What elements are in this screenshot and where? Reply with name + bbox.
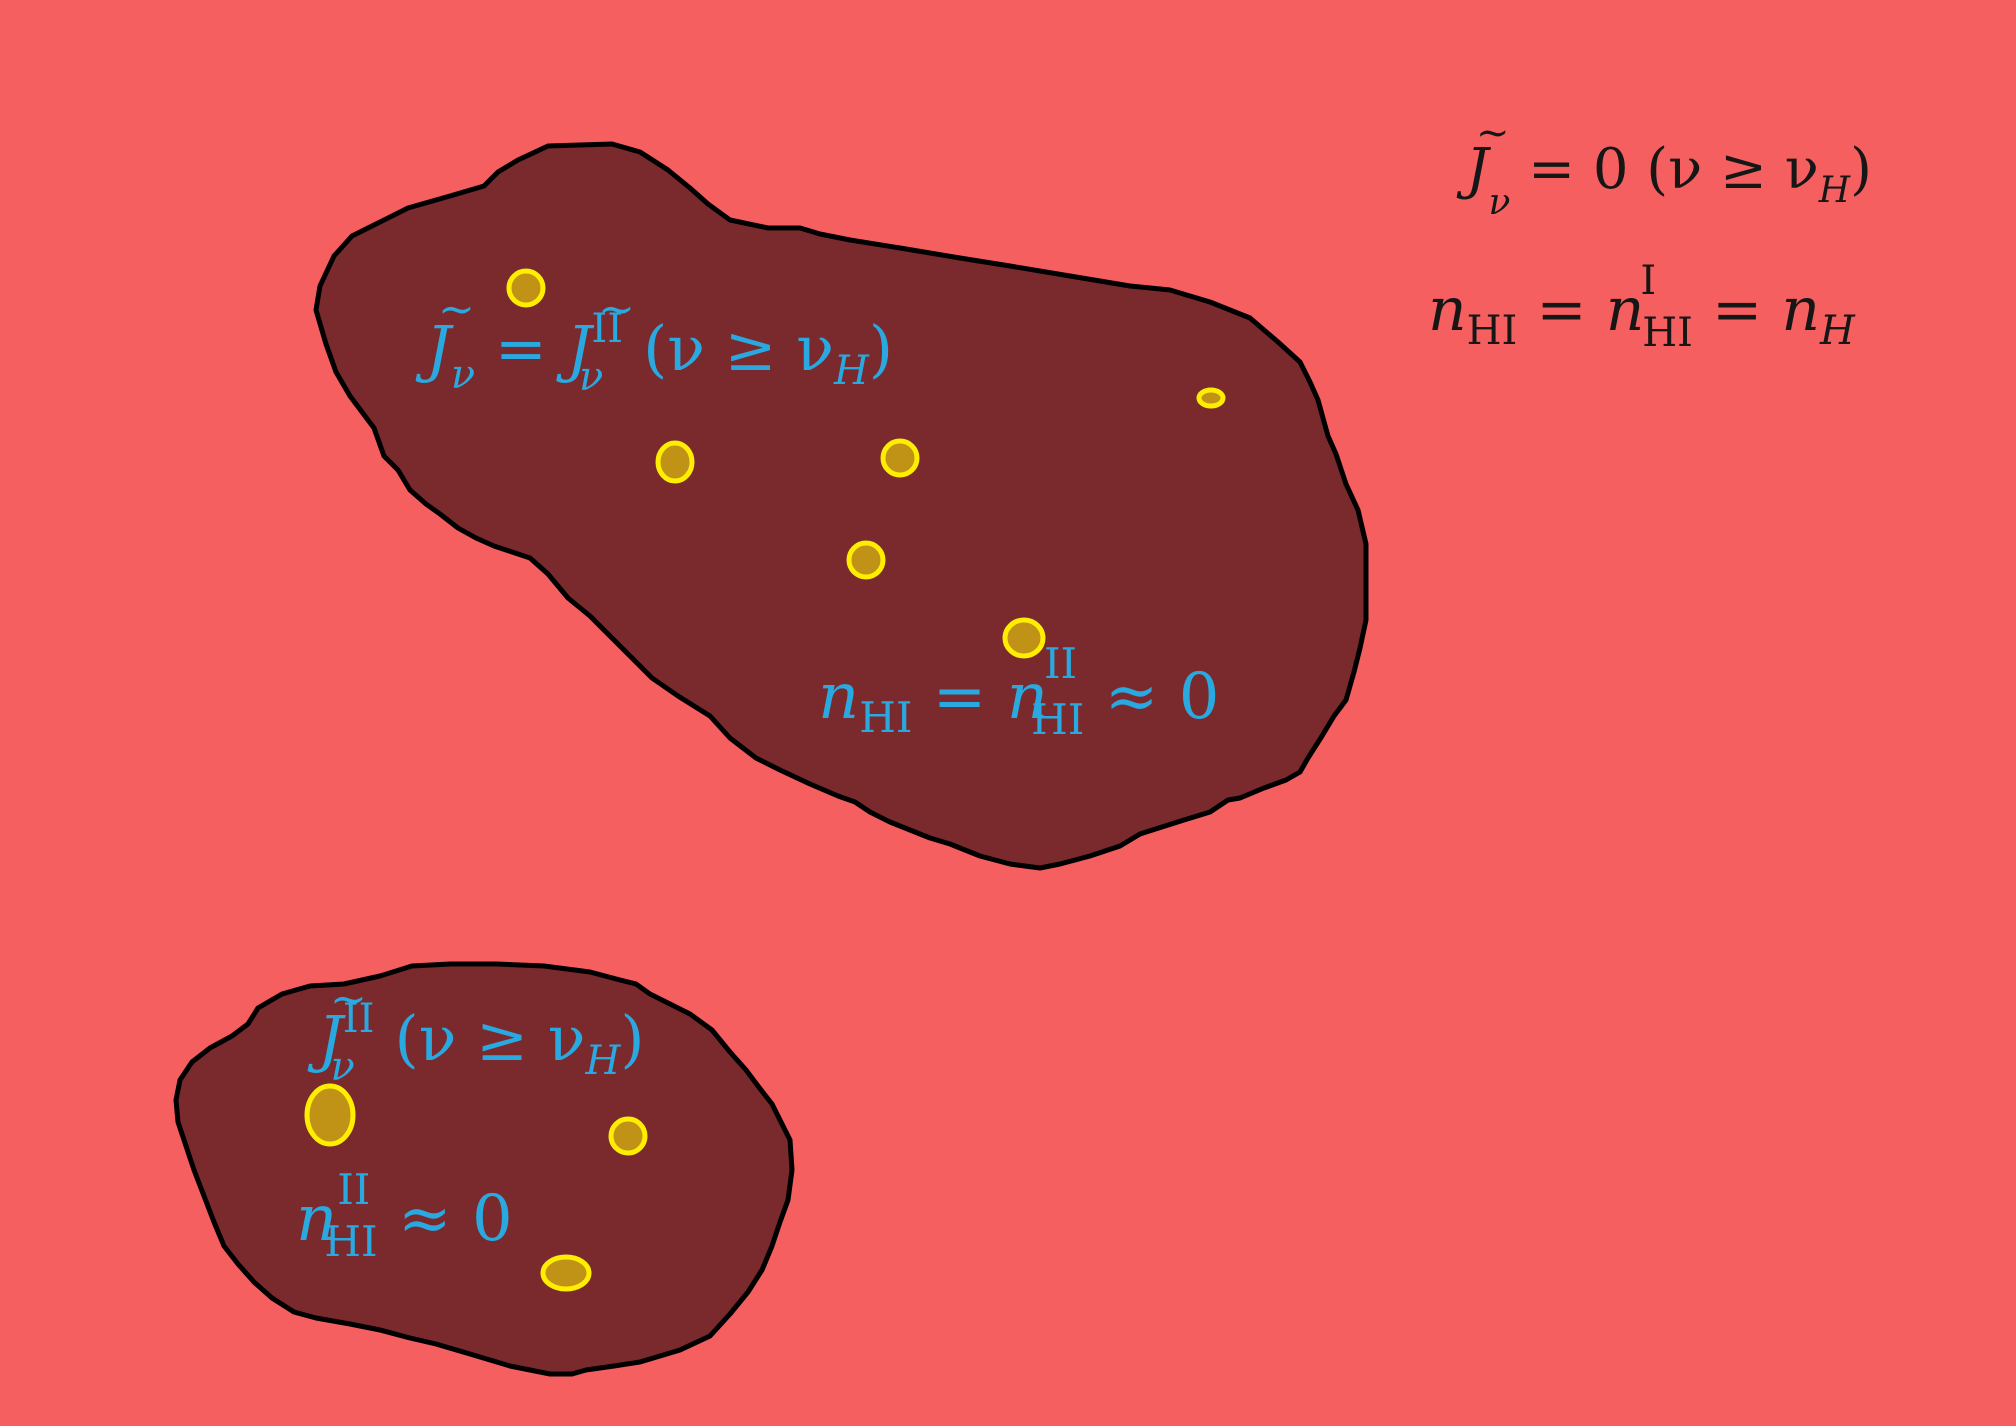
equation-rhs: (ν ≥ ν (375, 1002, 586, 1075)
subscript-hi: HI (1031, 695, 1084, 744)
subscript-nu: ν (330, 1044, 354, 1090)
equation-rhs: (ν ≥ ν (623, 312, 834, 385)
subscript-hi: HI (1642, 310, 1693, 356)
subscript-nu: ν (579, 354, 603, 400)
ionizing-source (304, 1083, 356, 1147)
subscript-hi: HI (859, 693, 912, 742)
small-region-n-equation: nII HI ≈ 0 (296, 1165, 513, 1266)
ionizing-source (846, 540, 886, 580)
subscript-hi: HI (324, 1217, 377, 1266)
large-region-n-equation: nHI = nII HI ≈ 0 (818, 639, 1219, 744)
symbol-n: n (818, 660, 859, 734)
ionizing-source (506, 268, 546, 308)
equals: = (912, 660, 1006, 734)
ionizing-source (880, 438, 920, 478)
equals: = (1693, 275, 1781, 345)
equals: = (475, 312, 566, 385)
superscript-i: I (1640, 258, 1656, 304)
tilde: ~ (330, 974, 367, 1025)
close-paren: ) (620, 1002, 644, 1075)
neutral-n-equation: nHI = nI HI = nH (1428, 258, 1856, 356)
tilde: ~ (1476, 110, 1510, 156)
subscript-nu: ν (1488, 182, 1510, 223)
subscript-h: H (1819, 308, 1856, 354)
tilde: ~ (438, 284, 475, 335)
equals: = (1517, 275, 1605, 345)
subscript-hi: HI (1467, 308, 1518, 354)
ionizing-source (655, 440, 695, 484)
symbol-n: n (1007, 660, 1048, 734)
subscript-h: H (833, 348, 870, 394)
ionizing-source (1002, 617, 1046, 659)
symbol-n: n (1781, 275, 1820, 345)
superscript-ii: II (591, 306, 623, 352)
subscript-nu: ν (451, 352, 475, 398)
superscript-ii: II (337, 1165, 370, 1214)
ionizing-source (608, 1116, 648, 1156)
ionizing-source (1196, 387, 1226, 409)
approx-zero: ≈ 0 (1084, 660, 1219, 734)
close-paren: ) (869, 312, 893, 385)
close-paren: ) (1850, 137, 1872, 202)
approx-zero: ≈ 0 (378, 1182, 513, 1256)
subscript-h: H (1818, 170, 1851, 211)
symbol-n: n (1606, 275, 1645, 345)
neutral-j-equation: Jν = 0 (ν ≥ νH) ~ (1456, 110, 1872, 223)
svg-text:Jν = 0 (ν ≥ νH): Jν = 0 (ν ≥ νH) (1456, 137, 1872, 223)
symbol-n: n (296, 1182, 337, 1256)
ionizing-source (540, 1254, 592, 1292)
tilde: ~ (598, 284, 635, 335)
superscript-ii: II (1044, 639, 1077, 688)
superscript-ii: II (343, 996, 375, 1042)
symbol-n: n (1428, 275, 1467, 345)
large-ionized-region (313, 141, 1369, 871)
equation-rhs: = 0 (ν ≥ ν (1510, 137, 1818, 202)
small-ionized-region (173, 961, 795, 1377)
subscript-h: H (584, 1038, 621, 1084)
large-region-j-equation: Jν = JII ν (ν ≥ νH) ~ ~ (415, 284, 893, 400)
